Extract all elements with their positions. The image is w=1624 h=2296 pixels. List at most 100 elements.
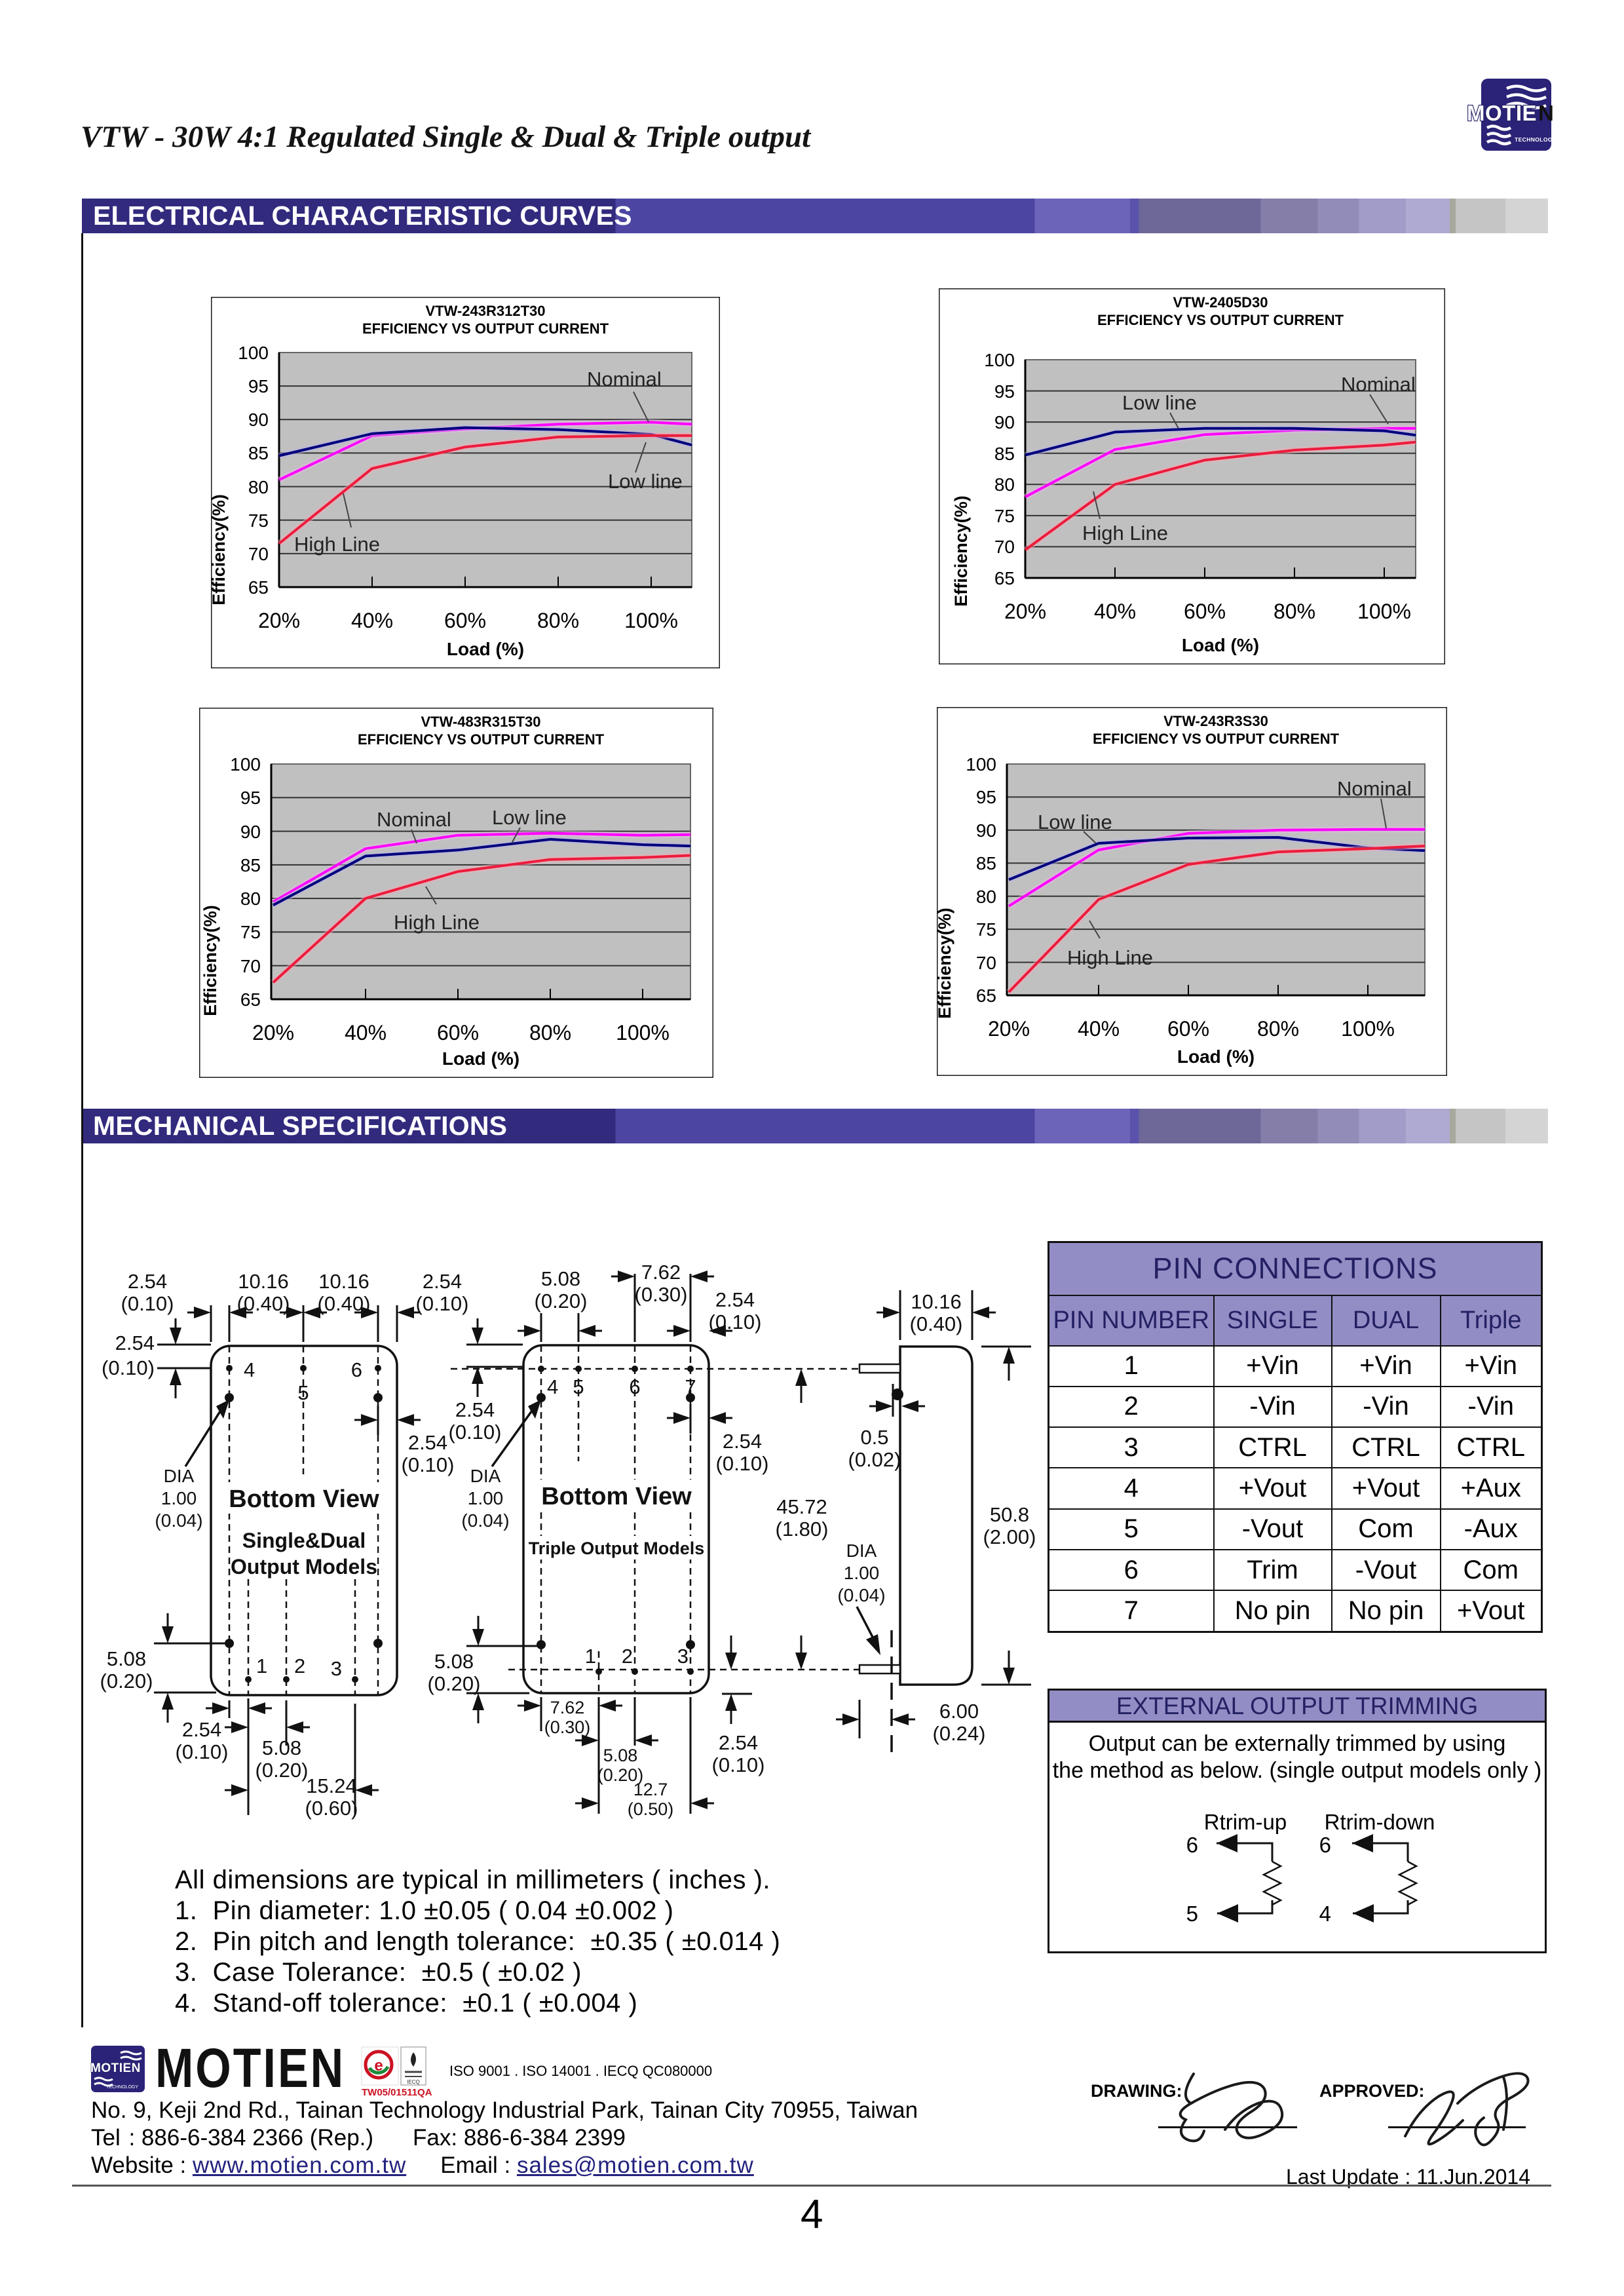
svg-text:High Line: High Line xyxy=(1082,522,1168,545)
svg-text:Load (%): Load (%) xyxy=(442,1048,519,1069)
svg-text:70: 70 xyxy=(994,537,1015,557)
svg-text:85: 85 xyxy=(248,443,269,463)
svg-text:3: 3 xyxy=(331,1657,342,1680)
svg-text:45.72: 45.72 xyxy=(776,1495,827,1518)
svg-text:(0.50): (0.50) xyxy=(628,1799,674,1819)
svg-text:High Line: High Line xyxy=(294,533,380,556)
svg-text:80%: 80% xyxy=(1257,1017,1299,1041)
svg-text:65: 65 xyxy=(994,568,1015,588)
svg-text:40%: 40% xyxy=(1094,600,1136,623)
svg-text:(0.02): (0.02) xyxy=(848,1448,901,1471)
svg-text:VTW-2405D30: VTW-2405D30 xyxy=(1173,294,1268,311)
svg-text:5.08: 5.08 xyxy=(434,1650,474,1673)
svg-text:1: 1 xyxy=(585,1645,596,1668)
svg-text:N: N xyxy=(1538,101,1554,125)
svg-text:75: 75 xyxy=(994,506,1015,526)
svg-text:2.54: 2.54 xyxy=(719,1731,758,1754)
svg-text:75: 75 xyxy=(248,510,269,531)
svg-text:(0.10): (0.10) xyxy=(121,1292,174,1315)
svg-text:90: 90 xyxy=(994,412,1015,432)
svg-text:100%: 100% xyxy=(624,609,678,632)
svg-text:80: 80 xyxy=(976,887,996,907)
svg-text:DIA: DIA xyxy=(164,1466,195,1486)
svg-text:4: 4 xyxy=(547,1375,558,1398)
svg-text:1.00: 1.00 xyxy=(161,1488,197,1508)
svg-text:0.5: 0.5 xyxy=(860,1426,888,1449)
svg-text:15.24: 15.24 xyxy=(306,1774,357,1797)
svg-text:2.54: 2.54 xyxy=(182,1718,221,1741)
svg-text:5.08: 5.08 xyxy=(262,1736,301,1759)
svg-text:10.16: 10.16 xyxy=(318,1270,369,1293)
svg-text:TECHNOLOGY: TECHNOLOGY xyxy=(106,2085,138,2090)
svg-text:1: 1 xyxy=(256,1655,267,1677)
svg-text:EFFICIENCY VS OUTPUT CURRENT: EFFICIENCY VS OUTPUT CURRENT xyxy=(1097,312,1344,328)
svg-text:12.7: 12.7 xyxy=(633,1780,668,1799)
svg-text:Nominal: Nominal xyxy=(1337,777,1412,800)
svg-text:20%: 20% xyxy=(258,609,300,632)
svg-text:EFFICIENCY VS OUTPUT CURRENT: EFFICIENCY VS OUTPUT CURRENT xyxy=(358,731,605,748)
svg-text:70: 70 xyxy=(248,544,269,564)
svg-text:85: 85 xyxy=(240,855,261,875)
svg-text:90: 90 xyxy=(248,410,269,430)
svg-text:80: 80 xyxy=(248,477,269,497)
svg-text:DIA: DIA xyxy=(846,1540,877,1561)
svg-text:2.54: 2.54 xyxy=(115,1331,155,1354)
svg-text:Low line: Low line xyxy=(1122,391,1197,414)
svg-text:EFFICIENCY VS OUTPUT CURRENT: EFFICIENCY VS OUTPUT CURRENT xyxy=(1093,731,1340,747)
svg-text:6: 6 xyxy=(629,1375,640,1398)
svg-text:(0.04): (0.04) xyxy=(461,1510,509,1531)
svg-text:6: 6 xyxy=(1319,1833,1331,1857)
svg-text:Bottom View: Bottom View xyxy=(541,1483,692,1510)
svg-text:95: 95 xyxy=(240,788,261,808)
svg-text:(0.40): (0.40) xyxy=(910,1312,963,1335)
svg-text:7: 7 xyxy=(685,1375,696,1398)
svg-text:4: 4 xyxy=(244,1358,255,1381)
svg-text:85: 85 xyxy=(994,444,1015,464)
svg-text:60%: 60% xyxy=(1184,600,1226,623)
svg-text:100: 100 xyxy=(230,754,261,775)
svg-text:3: 3 xyxy=(677,1645,689,1668)
svg-text:100%: 100% xyxy=(1341,1017,1395,1041)
svg-text:High Line: High Line xyxy=(394,911,480,934)
svg-text:50.8: 50.8 xyxy=(990,1503,1029,1526)
svg-text:5.08: 5.08 xyxy=(107,1647,146,1670)
svg-text:Low line: Low line xyxy=(1038,811,1112,833)
svg-text:(0.10): (0.10) xyxy=(102,1356,155,1379)
svg-text:2.54: 2.54 xyxy=(715,1288,755,1311)
svg-text:75: 75 xyxy=(976,919,996,940)
svg-text:(0.10): (0.10) xyxy=(712,1753,765,1776)
svg-text:95: 95 xyxy=(994,381,1015,402)
svg-text:Efficiency(%): Efficiency(%) xyxy=(200,905,220,1016)
svg-text:5.08: 5.08 xyxy=(603,1746,638,1765)
svg-text:(0.20): (0.20) xyxy=(535,1290,588,1312)
svg-text:2: 2 xyxy=(294,1655,305,1677)
svg-text:65: 65 xyxy=(240,989,261,1010)
svg-text:2.54: 2.54 xyxy=(723,1430,762,1453)
svg-text:High Line: High Line xyxy=(1067,946,1153,969)
svg-text:TW05/01511QA: TW05/01511QA xyxy=(362,2087,432,2098)
svg-text:Load (%): Load (%) xyxy=(1177,1046,1255,1067)
svg-text:(0.04): (0.04) xyxy=(837,1585,885,1605)
svg-text:(0.40): (0.40) xyxy=(237,1292,290,1315)
svg-text:100: 100 xyxy=(966,754,996,775)
svg-text:VTW-483R315T30: VTW-483R315T30 xyxy=(421,714,541,730)
svg-text:5: 5 xyxy=(297,1381,309,1404)
svg-text:Nominal: Nominal xyxy=(377,808,451,831)
svg-text:100%: 100% xyxy=(1357,600,1411,623)
svg-text:20%: 20% xyxy=(1004,600,1046,623)
svg-text:6: 6 xyxy=(1186,1833,1198,1857)
svg-text:60%: 60% xyxy=(437,1021,479,1044)
svg-text:DIA: DIA xyxy=(470,1466,501,1486)
svg-text:Low line: Low line xyxy=(492,806,567,829)
svg-text:MOTIE: MOTIE xyxy=(1467,101,1537,125)
svg-text:Efficiency(%): Efficiency(%) xyxy=(951,495,971,607)
svg-text:VTW-243R312T30: VTW-243R312T30 xyxy=(426,303,546,319)
svg-text:1.00: 1.00 xyxy=(844,1563,880,1583)
svg-text:40%: 40% xyxy=(345,1021,387,1044)
svg-text:(0.30): (0.30) xyxy=(544,1717,591,1737)
svg-text:70: 70 xyxy=(976,953,996,973)
svg-text:Load (%): Load (%) xyxy=(1182,635,1259,655)
svg-text:2: 2 xyxy=(622,1645,633,1668)
svg-text:(0.20): (0.20) xyxy=(255,1759,309,1782)
svg-text:85: 85 xyxy=(976,853,996,873)
